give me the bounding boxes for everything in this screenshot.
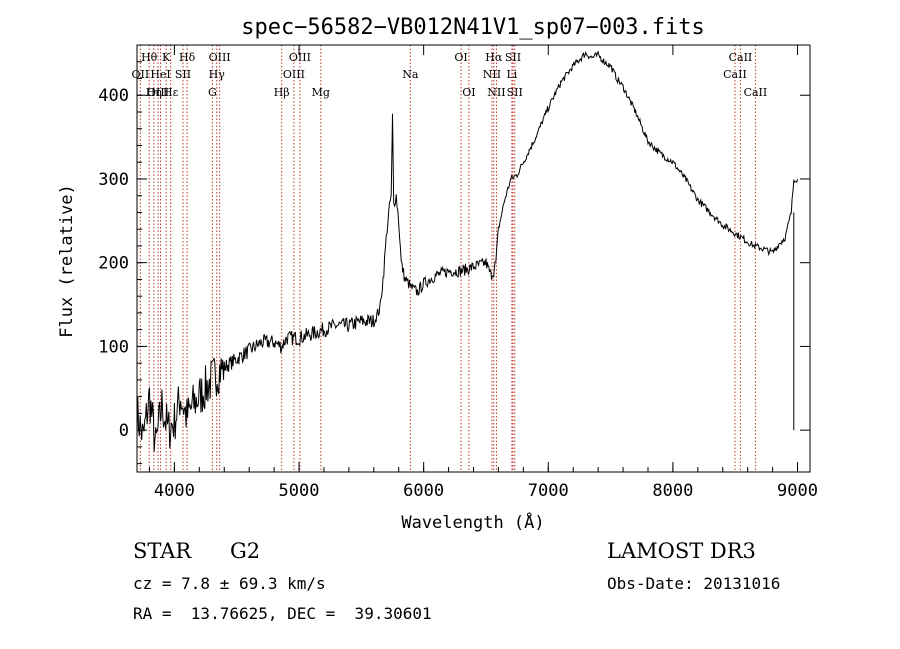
line-label: Na (402, 68, 419, 81)
line-label: NII (483, 68, 501, 81)
line-label: CaII (723, 68, 747, 81)
line-label: Hβ (274, 86, 290, 99)
line-label: HeI (150, 68, 170, 81)
line-label: Hθ (141, 51, 158, 64)
y-tick-label: 0 (119, 421, 129, 441)
x-tick-label: 7000 (528, 481, 569, 501)
line-label: NII (487, 86, 505, 99)
line-label: Hγ (209, 68, 226, 81)
observation-date: Obs-Date: 20131016 (607, 574, 781, 593)
y-tick-label: 100 (98, 337, 129, 357)
line-label: CaII (744, 86, 768, 99)
line-label: OIII (289, 51, 311, 64)
chart-title: spec−56582−VB012N41V1_sp07−003.fits (241, 15, 705, 40)
line-label: OI (454, 51, 467, 64)
redshift-readout: cz = 7.8 ± 69.3 km/s (133, 574, 326, 593)
spectrum-series (136, 50, 798, 452)
y-tick-label: 300 (98, 170, 129, 190)
line-label: Hη (146, 86, 162, 99)
x-axis-label: Wavelength (Å) (401, 511, 544, 533)
line-label: CaII (729, 51, 753, 64)
line-label: SII (175, 68, 191, 81)
line-label: SII (505, 51, 521, 64)
line-label: OI (462, 86, 475, 99)
survey-name: LAMOST DR3 (607, 539, 756, 563)
emission-line-markers (139, 45, 756, 472)
x-tick-label: 5000 (279, 481, 320, 501)
line-label: Hδ (179, 51, 196, 64)
line-label: G (208, 86, 217, 99)
x-tick-label: 6000 (403, 481, 444, 501)
x-axis: 4000 5000 6000 7000 8000 9000 (148, 45, 818, 501)
spectral-subclass: G2 (230, 539, 261, 563)
line-label: Hα (485, 51, 503, 64)
y-axis: 0 100 200 300 400 (98, 61, 810, 465)
y-axis-label: Flux (relative) (57, 184, 77, 338)
line-label: SII (507, 86, 523, 99)
plot-frame (136, 44, 811, 473)
spectrum-line (136, 50, 798, 452)
line-label: Li (506, 68, 517, 81)
x-tick-label: 4000 (154, 481, 195, 501)
line-label: OIII (283, 68, 305, 81)
y-tick-label: 200 (98, 254, 129, 274)
x-tick-label: 8000 (652, 481, 693, 501)
coordinates: RA = 13.76625, DEC = 39.30601 (133, 604, 432, 623)
line-label: OIII (147, 86, 169, 99)
line-label: Mg (312, 86, 330, 99)
line-label: OII (132, 68, 150, 81)
y-tick-label: 400 (98, 86, 129, 106)
line-label: K (162, 51, 171, 64)
line-label: OIII (209, 51, 231, 64)
object-class: STAR (133, 539, 192, 563)
x-tick-label: 9000 (777, 481, 818, 501)
line-label: Hε (163, 86, 179, 99)
